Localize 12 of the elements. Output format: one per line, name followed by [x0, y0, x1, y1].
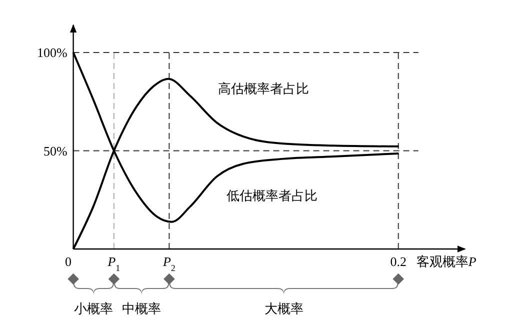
ref-line-label: P$_{2}$ [162, 254, 176, 273]
series-label: 低估概率者占比 [226, 188, 318, 203]
y-tick-label: 50% [43, 143, 68, 158]
y-tick-label: 100% [36, 45, 68, 60]
text: 中概率 [122, 301, 162, 316]
text: 小概率 [74, 301, 114, 316]
text: 大概率 [264, 301, 304, 316]
ref-line-label: P$_{1}$ [106, 254, 120, 273]
x-tick-label: 0.2 [390, 254, 406, 269]
x-axis-title: 客观概率P [416, 254, 476, 269]
series-label: 高估概率者占比 [218, 80, 309, 96]
x-tick-label: 0 [65, 254, 72, 269]
